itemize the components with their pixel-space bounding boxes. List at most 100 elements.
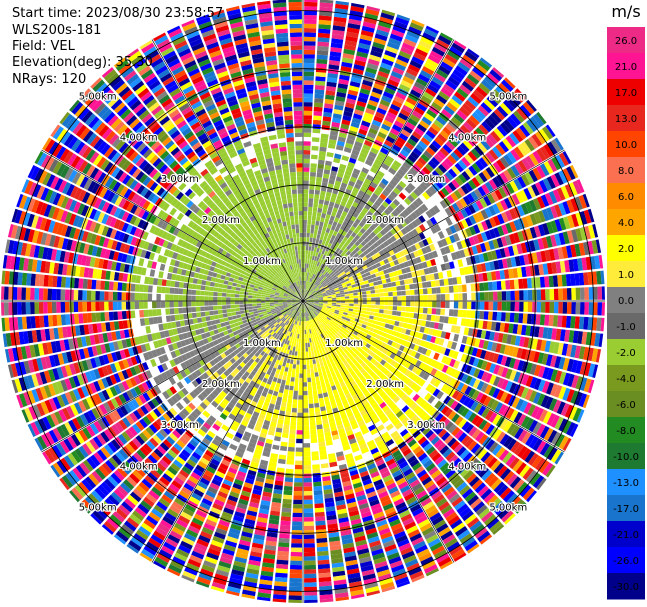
range-gate <box>384 296 389 301</box>
range-gate <box>174 308 179 314</box>
range-gate <box>308 282 312 287</box>
range-gate <box>240 313 246 318</box>
range-gate <box>417 262 424 270</box>
range-gate <box>243 295 249 298</box>
range-gate <box>247 295 253 299</box>
range-gate <box>492 281 498 291</box>
range-gate <box>560 185 570 199</box>
range-gate <box>477 186 487 197</box>
range-gate <box>239 294 244 298</box>
range-gate <box>479 57 493 68</box>
range-gate <box>236 314 242 319</box>
range-gate <box>395 91 407 101</box>
range-gate <box>443 105 455 116</box>
range-gate <box>482 169 492 181</box>
range-gate <box>379 222 386 229</box>
range-gate <box>562 231 570 245</box>
range-gate <box>404 197 412 206</box>
range-gate <box>340 182 348 189</box>
range-gate <box>320 217 325 223</box>
range-gate <box>293 206 298 212</box>
range-gate <box>499 172 509 184</box>
range-gate <box>326 292 331 295</box>
range-gate <box>500 199 509 211</box>
range-gate <box>434 223 442 232</box>
range-gate <box>361 207 369 214</box>
range-gate <box>325 280 330 284</box>
range-gate <box>314 270 318 276</box>
range-gate <box>483 98 496 111</box>
range-gate <box>536 165 546 179</box>
range-gate <box>51 302 57 314</box>
range-gate <box>43 274 49 287</box>
range-gate <box>274 298 279 300</box>
range-gate <box>503 247 511 257</box>
range-gate <box>476 211 485 222</box>
range-gate <box>357 291 363 295</box>
range-gate <box>365 159 373 167</box>
range-gate <box>404 233 411 241</box>
range-gate <box>281 159 288 165</box>
range-gate <box>219 318 225 323</box>
range-gate <box>339 262 344 267</box>
range-gate <box>468 165 478 176</box>
range-gate <box>337 209 343 215</box>
range-gate <box>364 283 370 288</box>
range-gate <box>361 196 369 204</box>
range-gate <box>353 228 360 235</box>
range-gate <box>449 234 456 244</box>
range-gate <box>495 270 501 280</box>
range-gate <box>538 128 550 142</box>
range-gate <box>369 270 375 275</box>
range-gate <box>252 301 257 304</box>
range-gate <box>342 284 348 288</box>
range-gate <box>409 60 422 69</box>
range-gate <box>415 77 428 87</box>
range-gate <box>178 282 184 288</box>
range-gate <box>450 72 463 84</box>
range-gate <box>311 290 316 294</box>
range-gate <box>517 160 528 173</box>
range-gate <box>232 282 237 287</box>
range-gate <box>335 242 340 248</box>
range-gate <box>304 36 316 42</box>
range-gate <box>368 127 378 135</box>
range-gate <box>311 283 314 288</box>
range-gate <box>290 49 302 55</box>
range-gate <box>435 280 441 287</box>
range-gate <box>391 281 397 287</box>
range-gate <box>379 204 387 212</box>
range-gate <box>293 202 298 208</box>
range-gate <box>316 176 322 182</box>
range-gate <box>327 282 332 287</box>
range-gate <box>303 110 313 116</box>
range-gate <box>117 301 122 310</box>
range-gate <box>306 285 309 291</box>
range-gate <box>444 157 454 168</box>
range-gate <box>470 148 481 159</box>
range-gate <box>134 292 140 301</box>
range-gate <box>309 185 315 190</box>
range-gate <box>496 159 506 171</box>
range-gate <box>528 169 538 183</box>
range-gate <box>493 127 505 140</box>
range-gate <box>226 305 231 309</box>
range-gate <box>316 172 323 178</box>
range-gate <box>313 198 319 204</box>
range-gate <box>191 284 197 290</box>
range-gate <box>454 176 464 186</box>
range-gate <box>287 225 292 230</box>
range-gate <box>332 282 337 286</box>
range-gate <box>276 41 289 47</box>
range-gate <box>423 268 430 275</box>
range-gate <box>343 174 351 181</box>
range-gate <box>393 95 405 104</box>
range-gate <box>572 180 582 195</box>
range-gate <box>512 244 519 256</box>
range-gate <box>299 263 302 268</box>
range-gate <box>558 152 569 167</box>
range-gate <box>309 176 316 182</box>
range-gate <box>314 261 318 266</box>
range-gate <box>21 302 26 315</box>
range-gate <box>335 198 342 205</box>
